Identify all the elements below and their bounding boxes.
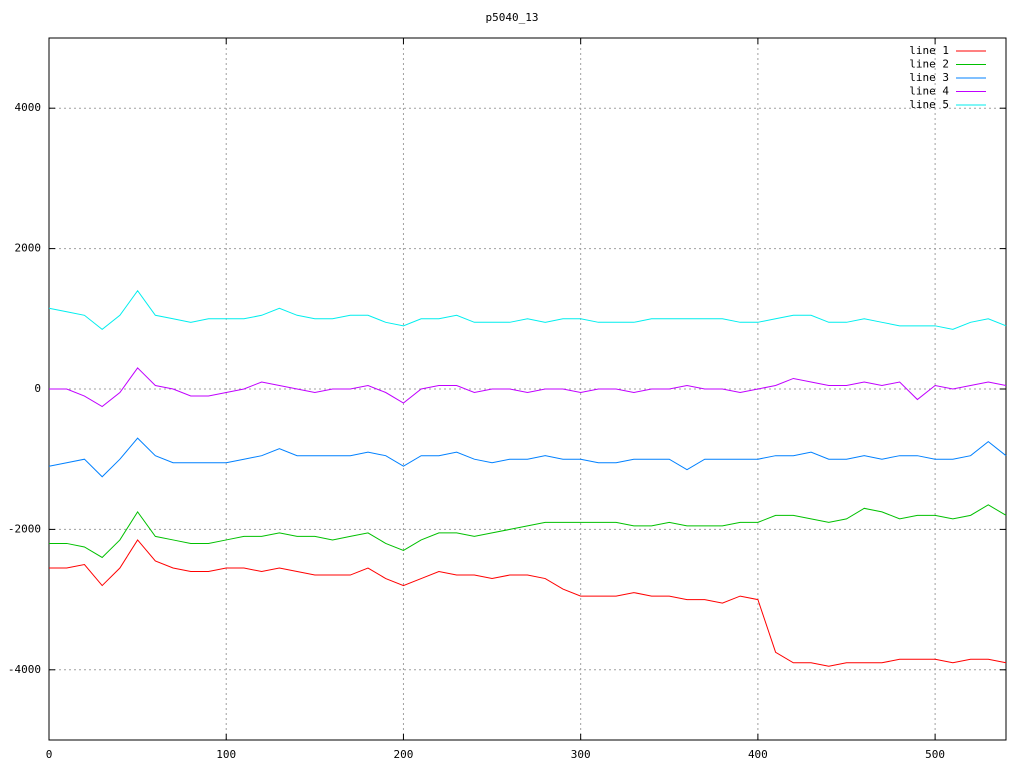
y-tick-label: 4000 bbox=[15, 101, 42, 114]
x-tick-label: 200 bbox=[394, 748, 414, 761]
series-line bbox=[49, 539, 1007, 667]
x-tick-label: 0 bbox=[46, 748, 53, 761]
legend-label: line 2 bbox=[909, 58, 949, 71]
series-line bbox=[49, 367, 1007, 408]
x-tick-label: 400 bbox=[748, 748, 768, 761]
legend-label: line 4 bbox=[909, 85, 949, 98]
series-line bbox=[49, 504, 1007, 559]
x-tick-label: 300 bbox=[571, 748, 591, 761]
y-tick-label: -4000 bbox=[8, 663, 41, 676]
chart-title: p5040_13 bbox=[486, 11, 539, 24]
legend-label: line 1 bbox=[909, 44, 949, 57]
y-tick-label: 2000 bbox=[15, 242, 42, 255]
y-tick-label: -2000 bbox=[8, 522, 41, 535]
y-tick-label: 0 bbox=[34, 382, 41, 395]
legend-label: line 3 bbox=[909, 71, 949, 84]
legend-label: line 5 bbox=[909, 98, 949, 111]
series-line bbox=[48, 289, 1007, 330]
series-line bbox=[48, 437, 1007, 478]
x-tick-label: 500 bbox=[925, 748, 945, 761]
x-tick-label: 100 bbox=[216, 748, 236, 761]
